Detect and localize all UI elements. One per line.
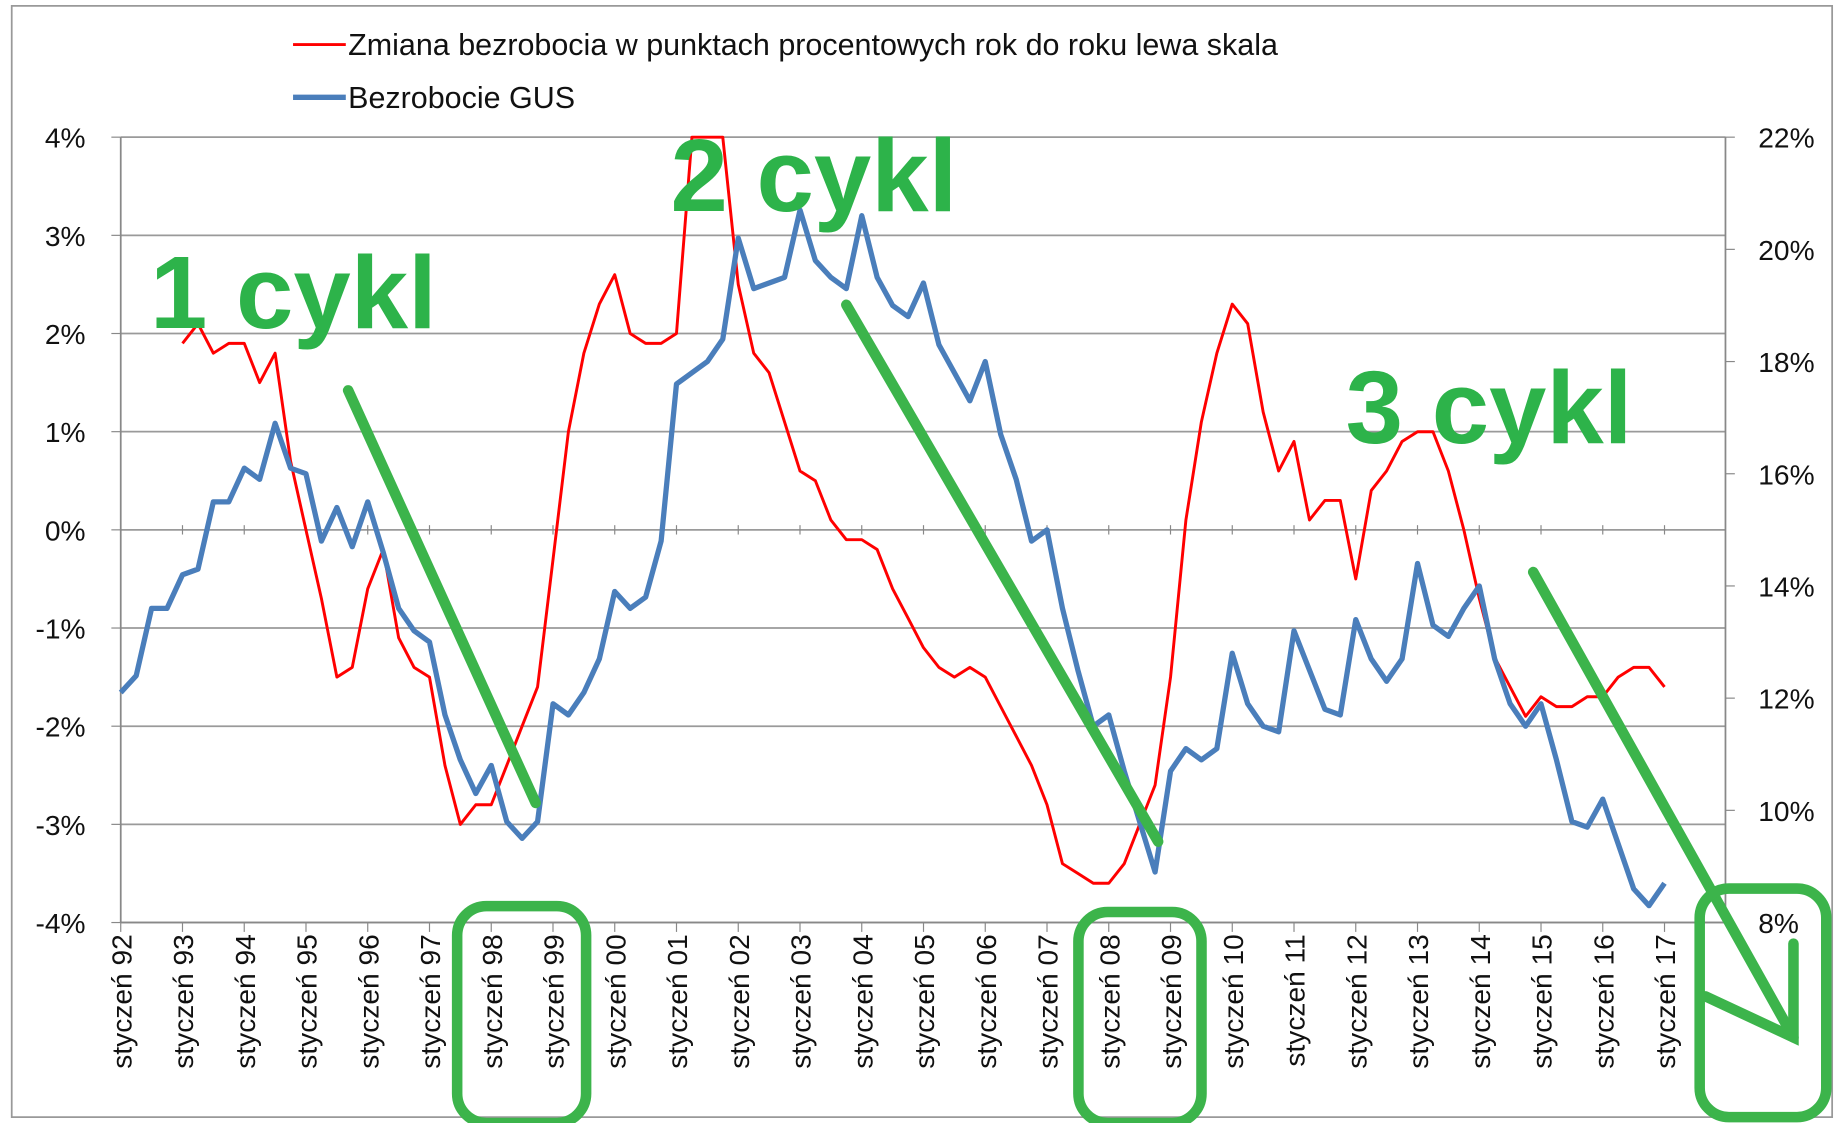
y-tick-label: -2% <box>36 712 86 743</box>
y2-tick-label: 16% <box>1758 459 1814 490</box>
x-tick-label: styczeń 10 <box>1218 934 1249 1068</box>
y-tick-label: 3% <box>45 221 86 252</box>
x-tick-label: styczeń 01 <box>662 934 693 1068</box>
annotation: 2 cykl <box>670 118 957 233</box>
chart-frame <box>10 5 1834 1118</box>
x-tick-label: styczeń 02 <box>724 934 755 1068</box>
arrow-head <box>1700 938 1799 1046</box>
legend-label: Zmiana bezrobocia w punktach procentowyc… <box>348 28 1278 62</box>
x-tick-label: styczeń 14 <box>1465 934 1496 1068</box>
y2-tick-label: 8% <box>1758 908 1799 939</box>
x-tick-label: styczeń 17 <box>1650 934 1681 1068</box>
x-tick-label: styczeń 94 <box>230 934 261 1068</box>
plot: -4% -3% -2% -1% 0% 1% 2% 3% 4% 8% 10% 12% 14% 16% 18% 2… <box>36 28 1815 1069</box>
x-tick-label: styczeń 07 <box>1033 934 1064 1068</box>
y-tick-label: 2% <box>45 319 86 350</box>
y2-tick-label: 22% <box>1758 123 1814 154</box>
y2-tick-label: 18% <box>1758 347 1814 378</box>
x-tick-label: styczeń 09 <box>1156 934 1187 1068</box>
x-tick-label: styczeń 15 <box>1527 934 1558 1068</box>
annotation: 3 cykl <box>1346 350 1633 465</box>
x-tick-label: styczeń 08 <box>1094 934 1125 1068</box>
series-line <box>118 207 1667 909</box>
y-tick-label: 0% <box>45 515 86 546</box>
x-tick-label: styczeń 13 <box>1403 934 1434 1068</box>
y2-tick-label: 14% <box>1758 571 1814 602</box>
y-tick-label: -4% <box>36 908 86 939</box>
y-tick-label: 1% <box>45 417 86 448</box>
legend-label: Bezrobocie GUS <box>348 81 575 115</box>
x-tick-label: styczeń 05 <box>909 934 940 1068</box>
x-tick-label: styczeń 95 <box>292 934 323 1068</box>
x-tick-label: styczeń 16 <box>1588 934 1619 1068</box>
y-tick-label: -3% <box>36 810 86 841</box>
x-tick-label: styczeń 98 <box>477 934 508 1068</box>
series-line <box>181 135 1666 885</box>
x-tick-label: styczeń 04 <box>847 934 878 1068</box>
y-tick-label: -1% <box>36 614 86 645</box>
y2-tick-label: 20% <box>1758 235 1814 266</box>
x-tick-label: styczeń 97 <box>415 934 446 1068</box>
x-tick-label: styczeń 00 <box>600 934 631 1068</box>
x-tick-label: styczeń 93 <box>168 934 199 1068</box>
x-tick-label: styczeń 03 <box>786 934 817 1068</box>
x-tick-label: styczeń 06 <box>971 934 1002 1068</box>
y2-tick-label: 10% <box>1758 796 1814 827</box>
trend-arrow <box>342 385 541 809</box>
x-tick-label: styczeń 99 <box>539 934 570 1068</box>
x-tick-label: styczeń 96 <box>353 934 384 1068</box>
y-tick-label: 4% <box>45 123 86 154</box>
annotation: 1 cykl <box>150 235 437 350</box>
x-tick-label: styczeń 11 <box>1280 934 1311 1066</box>
highlight-box <box>1694 883 1832 1123</box>
overlay-drawing <box>342 299 1832 1123</box>
x-tick-label: styczeń 92 <box>106 934 137 1068</box>
trend-arrow <box>841 299 1164 847</box>
y2-tick-label: 12% <box>1758 684 1814 715</box>
x-tick-label: styczeń 12 <box>1341 934 1372 1068</box>
trend-arrow <box>1527 566 1799 1043</box>
